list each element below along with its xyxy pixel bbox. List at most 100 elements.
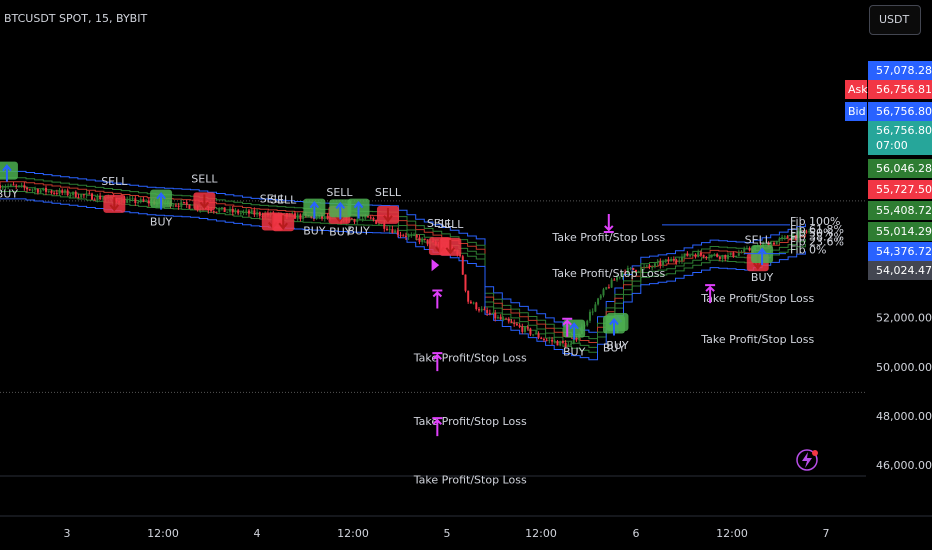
time-tick-label: 12:00	[716, 527, 748, 540]
sell-label: SELL	[437, 218, 464, 231]
price-flag	[868, 121, 932, 155]
candle-body	[250, 210, 253, 214]
candle-body	[23, 185, 26, 188]
candle-body	[621, 272, 624, 277]
candle-body	[718, 256, 721, 259]
candle-body	[226, 211, 229, 213]
buy-label: BUY	[347, 225, 370, 238]
time-tick-label: 12:00	[525, 527, 557, 540]
candle-body	[461, 256, 464, 275]
take-profit-arrow-icon	[603, 213, 614, 233]
price-prefix-tag	[845, 80, 867, 99]
candle-body	[478, 309, 481, 311]
candle-body	[231, 208, 234, 213]
candle-body	[702, 254, 705, 257]
sell-label: SELL	[270, 193, 297, 206]
candle-body	[662, 261, 665, 266]
take-profit-label: Take Profit/Stop Loss	[700, 292, 814, 305]
candle-body	[778, 238, 781, 242]
candle-body	[588, 311, 591, 321]
candle-body	[770, 242, 773, 247]
candle-body	[594, 304, 597, 312]
fib-label: Fib 100%	[790, 215, 841, 228]
take-profit-arrow-icon	[432, 289, 443, 309]
candle-body	[28, 189, 31, 191]
candle-body	[499, 316, 502, 320]
candle-body	[486, 310, 489, 313]
candle-body	[610, 279, 613, 288]
sell-label: SELL	[326, 186, 353, 199]
candle-body	[180, 202, 183, 208]
candle-body	[234, 210, 237, 213]
price-flag	[868, 201, 932, 220]
buy-arrow-icon	[353, 201, 364, 219]
candle-body	[548, 339, 551, 341]
price-prefix-label: Ask	[848, 83, 868, 96]
candle-body	[467, 290, 470, 302]
candle-body	[39, 190, 42, 193]
candle-body	[0, 185, 1, 189]
candle-body	[242, 211, 245, 213]
candle-body	[683, 253, 686, 257]
price-flag-label: 56,046.28	[876, 162, 932, 175]
currency-selector[interactable]: USDT	[869, 5, 921, 35]
candle-body	[45, 187, 48, 192]
candle-body	[524, 327, 527, 332]
candle-body	[697, 252, 700, 258]
candle-body	[745, 247, 748, 249]
price-tick-label: 48,000.00	[876, 410, 932, 423]
candle-body	[659, 261, 662, 266]
candle-body	[643, 266, 646, 268]
time-tick-label: 4	[254, 527, 261, 540]
price-flag-label: 56,756.80	[876, 124, 932, 137]
fib-label: Fib 23.6%	[790, 235, 844, 248]
candle-body	[656, 261, 659, 264]
buy-signal-box	[0, 161, 18, 180]
buy-label: BUY	[329, 225, 352, 238]
candle-body	[61, 190, 64, 193]
candle-body	[689, 255, 692, 257]
candle-body	[391, 229, 394, 234]
fib-label: Fib 61.8%	[790, 223, 844, 236]
take-profit-arrow-icon	[432, 352, 443, 372]
candle-body	[713, 254, 716, 256]
candle-body	[407, 235, 410, 237]
price-flag-label: 54,376.72	[876, 245, 932, 258]
candle-body	[399, 234, 402, 236]
sell-label: SELL	[260, 193, 287, 206]
candle-body	[356, 219, 359, 222]
candle-body	[459, 254, 462, 257]
candle-body	[245, 210, 248, 212]
buy-label: BUY	[606, 339, 629, 352]
candle-body	[142, 199, 145, 202]
candle-body	[77, 197, 80, 199]
sell-arrow-icon	[445, 239, 456, 255]
candle-body	[53, 192, 56, 194]
candle-body	[575, 339, 578, 341]
candle-body	[369, 217, 372, 219]
price-flag-label: 54,024.47	[876, 264, 932, 277]
candle-body	[383, 223, 386, 229]
candle-body	[675, 260, 678, 262]
candle-body	[210, 210, 213, 212]
candle-body	[724, 254, 727, 259]
candle-body	[716, 254, 719, 257]
candle-body	[694, 254, 697, 258]
price-flag-label: 56,756.81	[876, 83, 932, 96]
candle-body	[743, 248, 746, 253]
candle-body	[63, 190, 66, 193]
price-flag	[868, 80, 932, 99]
candle-body	[9, 184, 12, 186]
candle-body	[475, 302, 478, 310]
candle-body	[721, 254, 724, 259]
candle-body	[361, 218, 364, 220]
candle-body	[556, 341, 559, 346]
candle-body	[710, 254, 713, 258]
buy-label: BUY	[751, 271, 774, 284]
candle-body	[521, 326, 524, 332]
price-flag-label: 56,756.80	[876, 105, 932, 118]
candle-body	[494, 312, 497, 319]
candle-body	[36, 189, 39, 193]
candle-body	[302, 213, 305, 220]
